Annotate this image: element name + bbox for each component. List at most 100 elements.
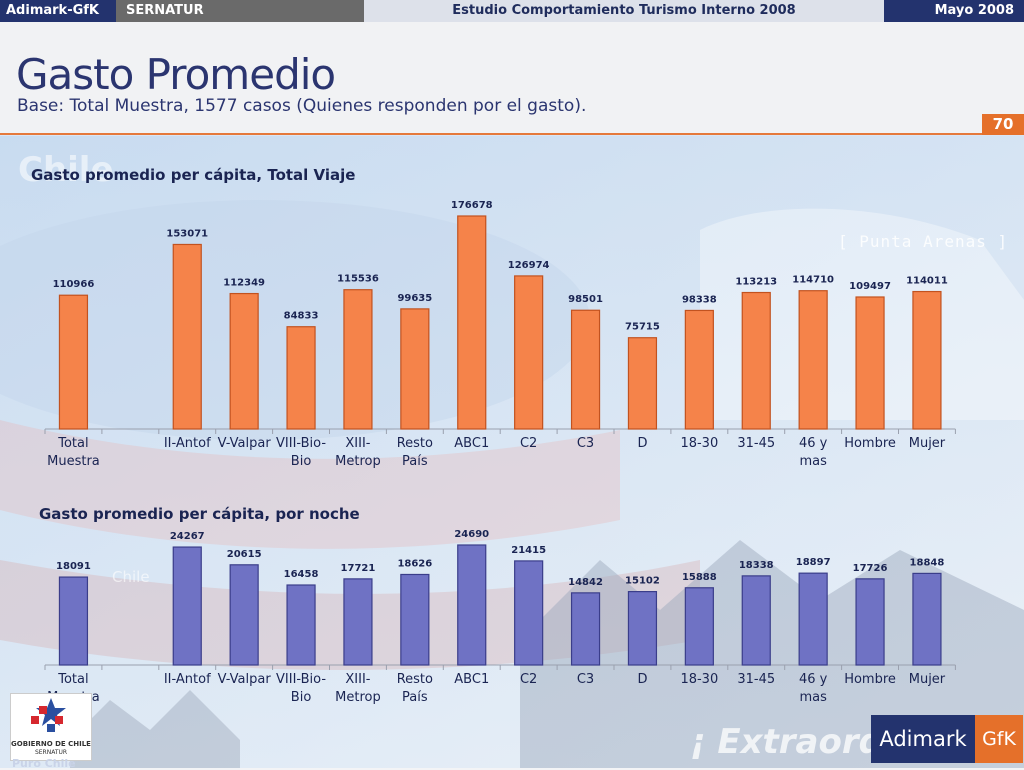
chart-title: Gasto promedio per cápita, Total Viaje [31,166,355,184]
category-label: 31-45 [737,436,775,451]
bar-18-30 [684,587,714,666]
chart-total-viaje: Gasto promedio per cápita, Total Viaje 11… [31,166,956,469]
title-divider [0,133,1024,135]
bar-total [58,576,89,666]
adimark-gfk-logo: Adimark GfK [871,715,1023,763]
category-label: V-Valpar [218,672,272,687]
data-label: 109497 [849,281,891,292]
data-label: 17726 [853,563,888,574]
bar-abc1 [457,215,487,430]
data-label: 84833 [284,311,319,322]
data-label: 18091 [56,561,91,572]
category-label: País [402,454,428,469]
slide-subtitle: Base: Total Muestra, 1577 casos (Quienes… [17,96,587,116]
category-label: Mujer [909,672,946,687]
bar-c3 [570,592,601,666]
category-label: ABC1 [454,436,489,451]
category-label: 46 y [799,436,828,451]
data-label: 18897 [796,557,831,568]
background-chile-text: Chile [18,150,114,190]
bar-v-valpar [229,564,259,666]
category-label: Resto [397,436,433,451]
category-label: ABC1 [454,672,489,687]
category-label: VIII-Bio- [276,436,326,451]
chart-por-noche: Gasto promedio per cápita, por noche 1809… [39,505,956,705]
data-label: 114710 [792,275,834,286]
bar-ii-antof [172,243,202,430]
gobierno-text: GOBIERNO DE CHILE [11,740,91,748]
bar-resto [400,308,430,430]
category-label: II-Antof [164,672,211,687]
category-label: 18-30 [680,436,718,451]
category-label: Total [57,436,88,451]
category-label: mas [799,690,827,705]
category-label: D [637,436,647,451]
data-label: 115536 [337,274,379,285]
header-study: Estudio Comportamiento Turismo Interno 2… [364,0,884,22]
bar-18-30 [684,309,714,430]
gobierno-star-icon [31,698,66,732]
data-label: 15888 [682,572,717,583]
data-label: 126974 [508,260,550,271]
category-label: Hombre [844,436,896,451]
category-label: II-Antof [164,436,211,451]
category-label: Muestra [47,454,100,469]
gfk-logo-text: GfK [975,715,1023,763]
bar-resto [400,573,430,666]
bar-hombre [855,578,885,666]
category-label: 46 y [799,672,828,687]
data-label: 21415 [511,545,546,556]
bar-viii-bio- [286,326,316,430]
data-label: 24267 [170,531,205,542]
data-label: 98338 [682,294,717,305]
category-label: Resto [397,672,433,687]
header-brand: Adimark-GfK [0,0,116,22]
category-label: C2 [520,672,537,687]
slide-title: Gasto Promedio [16,50,336,99]
puro-chile-text: Puro Chile [12,757,76,770]
bar-total [58,294,89,430]
data-label: 110966 [53,279,95,290]
category-label: Bio [291,454,312,469]
data-label: 176678 [451,200,493,211]
category-label: Total [57,672,88,687]
data-label: 24690 [454,529,489,540]
bar-xiii- [343,289,373,430]
data-label: 113213 [735,277,777,288]
header-date: Mayo 2008 [884,0,1024,22]
background-chile-small-text: Chile [112,568,150,586]
category-label: D [637,672,647,687]
adimark-logo-text: Adimark [871,715,975,763]
data-label: 99635 [397,293,432,304]
chart-title: Gasto promedio per cápita, por noche [39,505,360,523]
category-label: C3 [577,436,594,451]
data-label: 98501 [568,294,603,305]
category-label: Hombre [844,672,896,687]
data-label: 114011 [906,276,948,287]
category-label: Bio [291,690,312,705]
data-label: 153071 [166,228,208,239]
category-label: XIII- [345,436,370,451]
category-label: País [402,690,428,705]
bar-v-valpar [229,292,259,430]
category-label: V-Valpar [218,436,272,451]
bar-ii-antof [172,546,202,666]
background-punta-arenas-text: [ Punta Arenas ] [838,232,1009,251]
bar-46-y [798,572,828,666]
category-label: Mujer [909,436,946,451]
bar-31-45 [741,575,771,666]
bar-31-45 [741,291,771,430]
category-label: XIII- [345,672,370,687]
bar-d [627,337,658,430]
category-label: C2 [520,436,537,451]
bar-46-y [798,290,828,430]
header-client: SERNATUR [116,0,364,22]
background-extraordinario-text: ¡ Extraord [690,722,883,762]
bar-xiii- [343,578,373,666]
gobierno-de-chile-logo: GOBIERNO DE CHILE SERNATUR [10,693,92,761]
data-label: 18848 [910,557,945,568]
category-label: C3 [577,672,594,687]
category-label: mas [799,454,827,469]
data-label: 75715 [625,322,660,333]
bar-c2 [514,560,544,666]
